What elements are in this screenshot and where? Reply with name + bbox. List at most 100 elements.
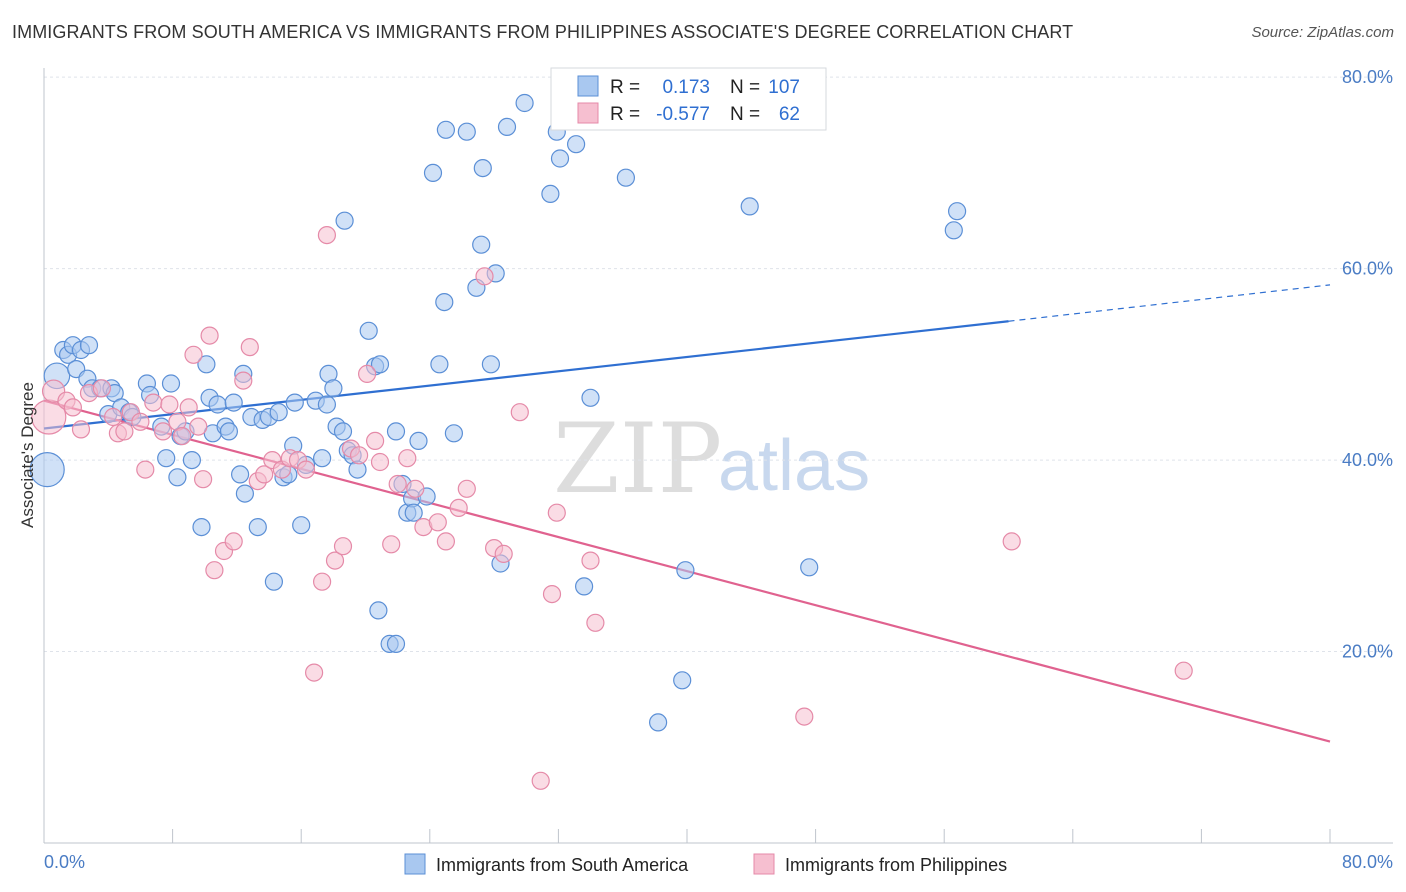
- point-philippines: [255, 465, 274, 484]
- point-south-america: [673, 671, 692, 690]
- point-philippines: [234, 371, 253, 390]
- point-philippines: [313, 572, 332, 591]
- legend-n-label-2: N =: [730, 104, 760, 125]
- legend-n-label-1: N =: [730, 77, 760, 98]
- point-philippines: [200, 326, 219, 345]
- point-philippines: [398, 449, 417, 468]
- point-philippines: [428, 513, 447, 532]
- point-south-america: [370, 355, 390, 374]
- point-philippines: [449, 498, 468, 517]
- point-south-america: [472, 235, 491, 254]
- x-tick-label-min: 0.0%: [44, 852, 85, 872]
- point-philippines: [494, 544, 513, 564]
- point-philippines: [457, 479, 476, 498]
- legend-swatch-south-america: [577, 75, 599, 97]
- bottom-legend-label-south-america: Immigrants from South America: [436, 855, 689, 875]
- point-south-america: [161, 374, 181, 393]
- point-philippines: [71, 420, 91, 439]
- point-philippines: [1002, 532, 1021, 551]
- y-tick-label: 20.0%: [1342, 642, 1393, 662]
- point-south-america: [409, 431, 428, 450]
- point-philippines: [1174, 661, 1193, 680]
- point-south-america: [79, 336, 99, 355]
- point-philippines: [131, 412, 150, 431]
- bottom-legend-swatch-philippines: [753, 853, 775, 875]
- point-south-america: [192, 517, 211, 537]
- point-philippines: [144, 393, 163, 412]
- point-philippines: [333, 537, 353, 556]
- point-philippines: [205, 561, 224, 580]
- legend-r-label-1: R =: [610, 77, 640, 98]
- point-south-america: [29, 452, 65, 488]
- point-south-america: [235, 484, 254, 503]
- bottom-legend: Immigrants from South America Immigrants…: [404, 853, 1007, 875]
- point-philippines: [542, 584, 562, 604]
- point-south-america: [430, 355, 449, 374]
- point-south-america: [168, 468, 187, 487]
- legend-swatch-philippines: [577, 102, 599, 124]
- watermark: ZIP atlas: [553, 403, 870, 515]
- point-south-america: [444, 424, 463, 443]
- y-tick-labels: 20.0% 40.0% 60.0% 80.0%: [1342, 67, 1393, 661]
- point-south-america: [224, 393, 243, 412]
- point-south-america: [369, 601, 388, 620]
- point-philippines: [296, 460, 316, 479]
- x-tick-label-max: 80.0%: [1342, 852, 1393, 872]
- point-south-america: [481, 355, 500, 374]
- point-south-america: [566, 135, 586, 154]
- point-philippines: [153, 422, 173, 441]
- point-south-america: [497, 117, 517, 137]
- point-south-america: [616, 168, 636, 187]
- point-philippines: [531, 771, 550, 790]
- point-south-america: [248, 517, 267, 537]
- point-philippines: [370, 452, 390, 472]
- source-credit: Source: ZipAtlas.com: [1251, 24, 1394, 41]
- point-south-america: [264, 572, 283, 591]
- watermark-zip: ZIP: [553, 403, 722, 515]
- point-south-america: [947, 202, 967, 221]
- point-philippines: [358, 364, 377, 383]
- point-philippines: [382, 535, 401, 554]
- point-south-america: [182, 451, 201, 470]
- point-south-america: [404, 503, 423, 522]
- point-philippines: [160, 395, 179, 414]
- point-philippines: [179, 398, 198, 417]
- trend-line-south-america-extension: [1008, 284, 1331, 322]
- point-philippines: [436, 532, 455, 551]
- point-philippines: [388, 474, 407, 494]
- watermark-atlas: atlas: [718, 426, 870, 506]
- point-philippines: [136, 460, 155, 479]
- point-south-america: [457, 122, 476, 141]
- data-points: [29, 93, 1193, 790]
- point-south-america: [676, 561, 695, 580]
- point-south-america: [436, 120, 455, 139]
- point-south-america: [359, 321, 378, 340]
- point-philippines: [92, 379, 112, 398]
- legend-r-label-2: R =: [610, 104, 640, 125]
- point-south-america: [333, 422, 353, 441]
- legend-n-value-2: 62: [779, 104, 800, 125]
- point-philippines: [317, 226, 336, 245]
- point-philippines: [581, 551, 600, 570]
- point-south-america: [335, 211, 354, 230]
- point-philippines: [366, 431, 385, 450]
- point-south-america: [157, 449, 176, 468]
- point-philippines: [184, 345, 203, 364]
- y-tick-label: 40.0%: [1342, 450, 1393, 470]
- point-south-america: [313, 449, 332, 468]
- point-south-america: [208, 395, 227, 414]
- point-south-america: [648, 713, 668, 732]
- point-philippines: [325, 551, 345, 570]
- point-philippines: [224, 532, 243, 551]
- point-philippines: [305, 663, 324, 682]
- point-philippines: [795, 707, 814, 726]
- point-south-america: [740, 197, 759, 216]
- point-philippines: [475, 267, 494, 286]
- point-philippines: [547, 503, 566, 522]
- grid-lines: [44, 76, 1393, 653]
- point-south-america: [550, 149, 570, 168]
- point-south-america: [541, 184, 560, 203]
- legend-r-value-1: 0.173: [662, 77, 710, 98]
- legend: R = 0.173 N = 107 R = -0.577 N = 62: [550, 67, 827, 131]
